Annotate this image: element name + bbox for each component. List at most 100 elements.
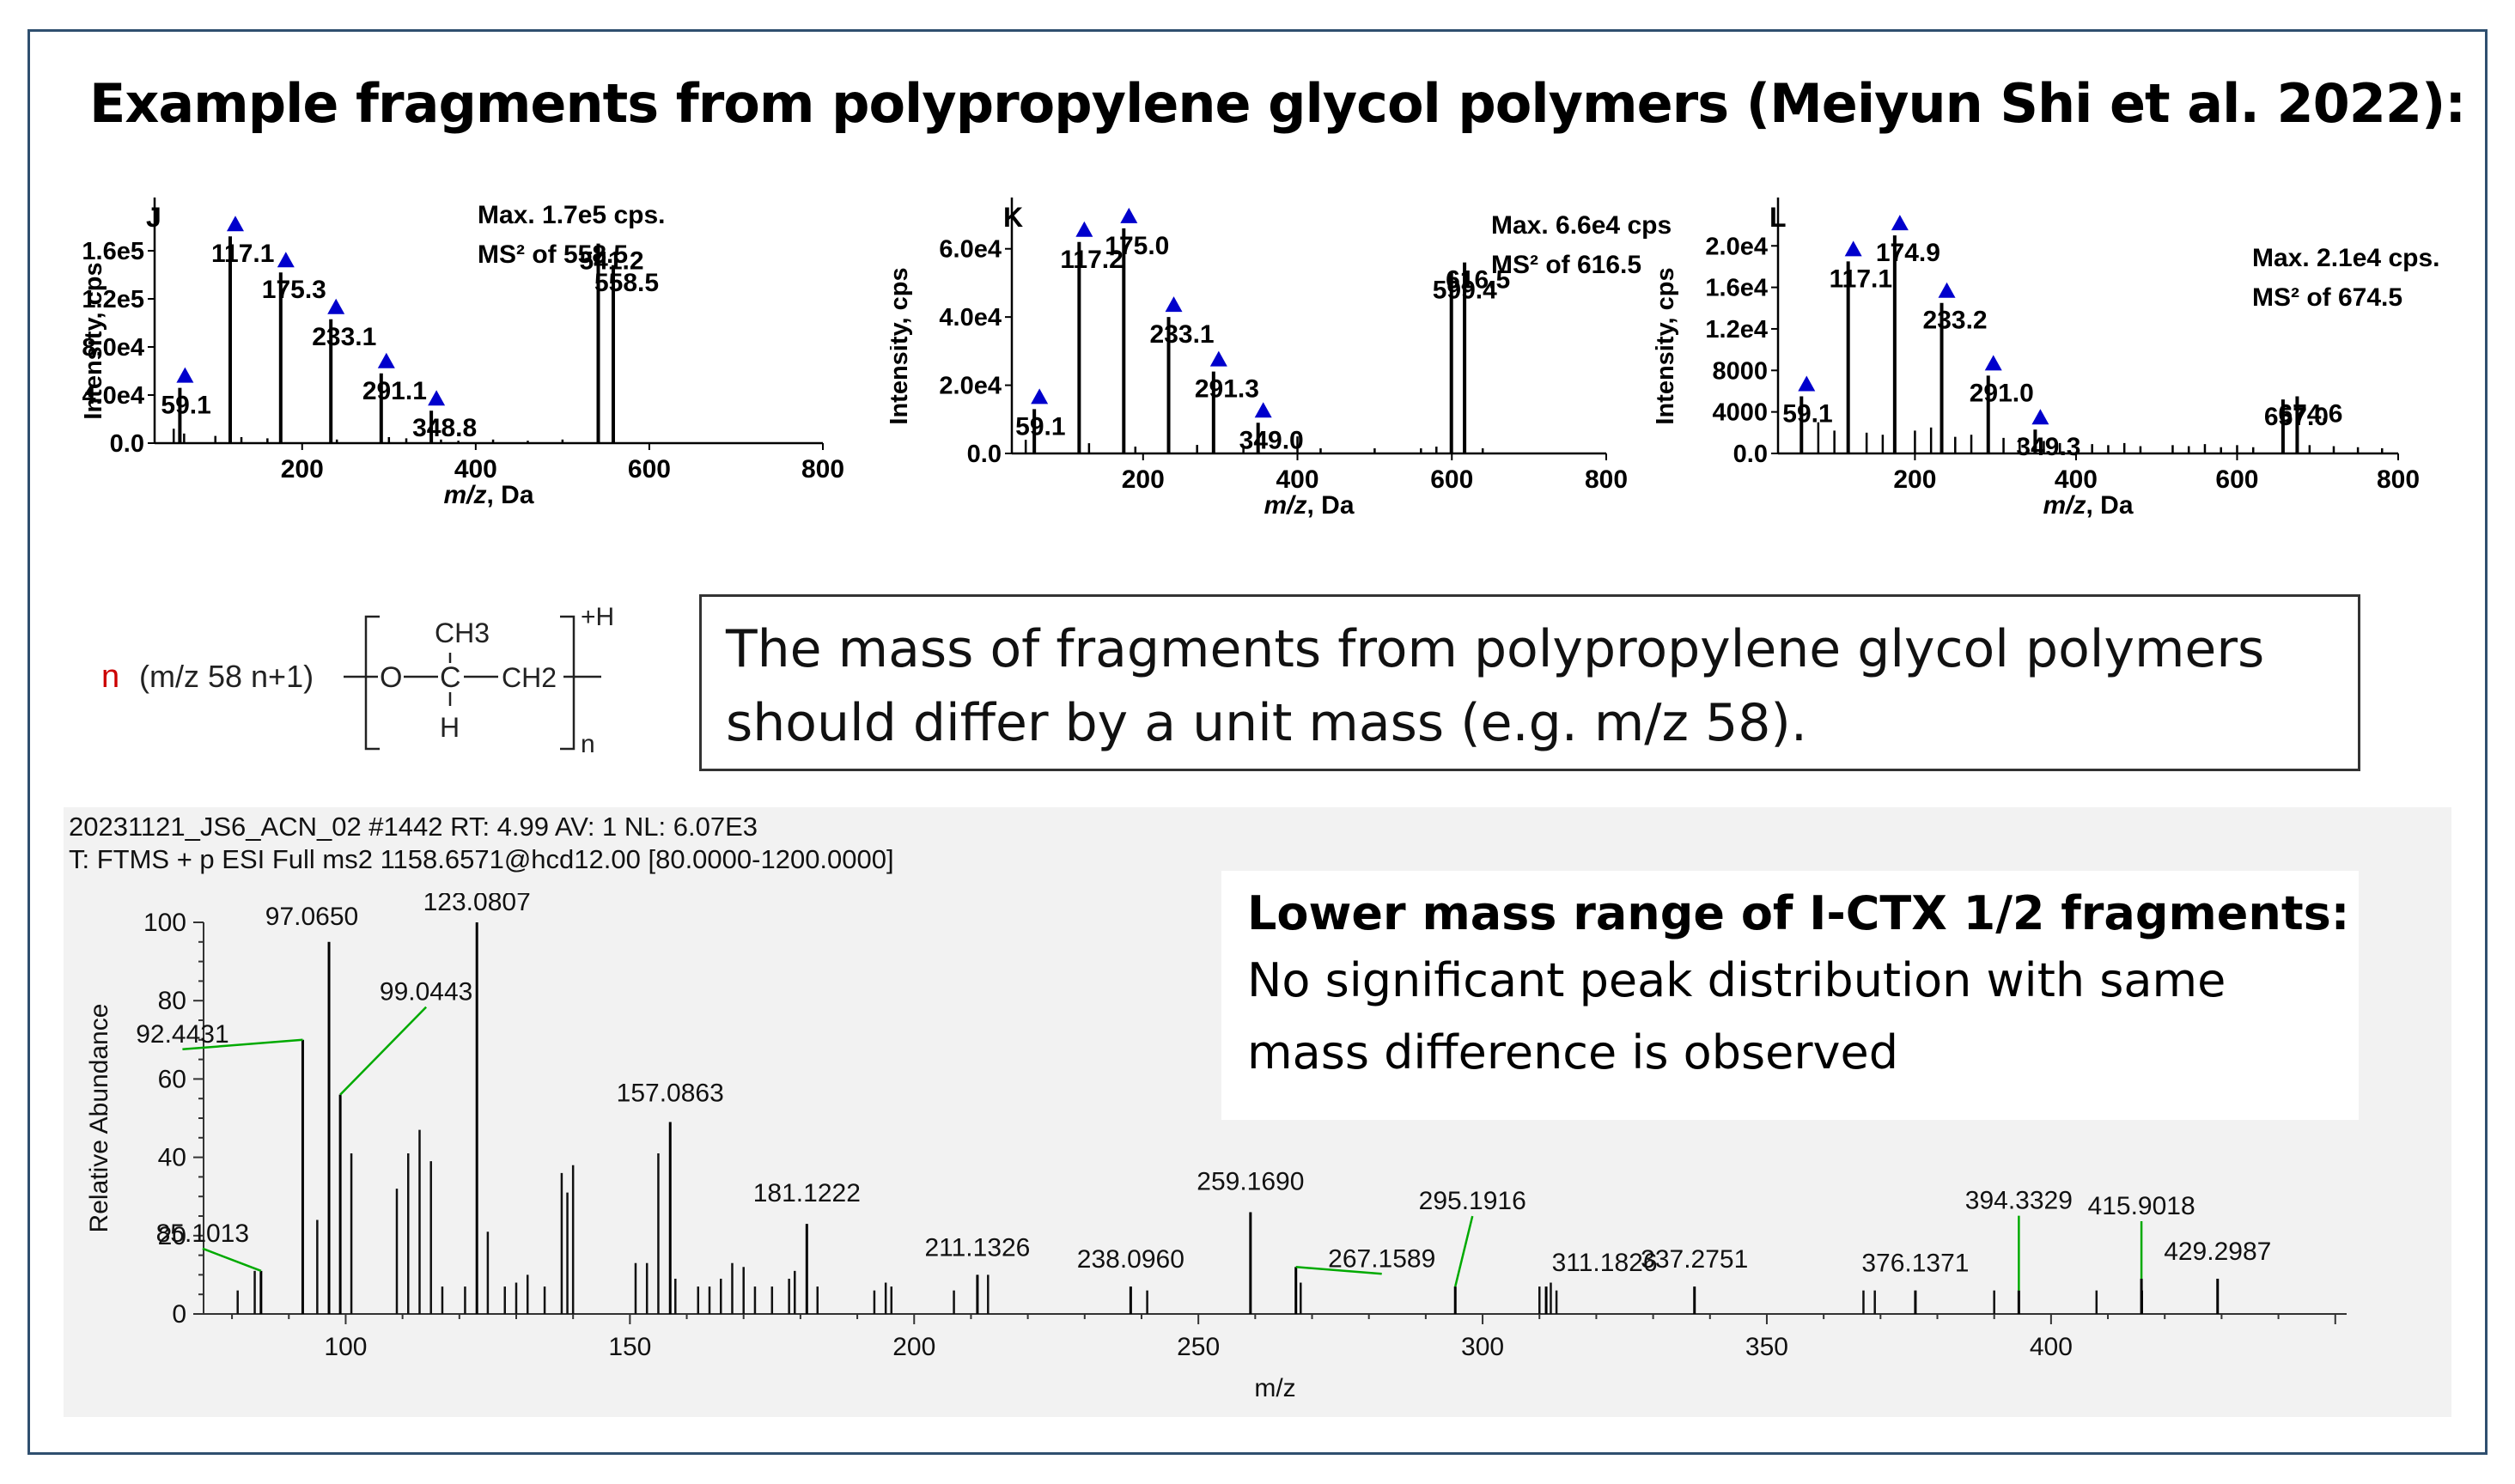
fragment-marker	[176, 367, 194, 383]
peak-label: 92.4431	[136, 1020, 228, 1049]
peak-label: 175.0	[1105, 232, 1169, 260]
y-tick-label: 40	[158, 1144, 186, 1172]
y-axis-label: Intensity, cps	[890, 267, 913, 424]
unit-mass-note: The mass of fragments from polypropylene…	[699, 594, 2360, 771]
max-intensity-note: Max. 1.7e5 cps.	[478, 201, 665, 229]
peak-label: 211.1326	[924, 1233, 1030, 1262]
formula-c: C	[440, 661, 461, 694]
panel-label: L	[1769, 202, 1787, 233]
peak-label: 97.0650	[265, 903, 358, 931]
fragment-marker	[1938, 282, 1956, 298]
peak-label: 59.1	[1015, 412, 1065, 441]
fragment-marker	[1165, 296, 1183, 313]
fragment-marker	[1254, 402, 1272, 418]
fragment-marker	[1844, 240, 1862, 257]
fragment-marker	[1209, 350, 1227, 367]
y-tick-label: 1.2e5	[82, 286, 144, 313]
max-intensity-note: Max. 6.6e4 cps.	[1491, 211, 1672, 240]
peak-label: 123.0807	[423, 893, 531, 916]
panel-label: J	[146, 202, 161, 233]
peak-label: 59.1	[161, 392, 210, 420]
y-tick-label: 8.0e4	[82, 334, 144, 362]
ictx-callout: Lower mass range of I-CTX 1/2 fragments:…	[1221, 871, 2359, 1120]
peak-label: 429.2987	[2164, 1238, 2271, 1266]
peak-label: 291.1	[362, 377, 427, 405]
x-tick-label: 350	[1745, 1333, 1788, 1361]
y-tick-label: 80	[158, 987, 186, 1015]
ppg-spectrum-l: 0.0 4000 8000 1.2e4 1.6e4 2.0e4 200 400 600 800 m/…	[1652, 198, 2439, 520]
peak-label: 59.1	[1782, 400, 1832, 429]
x-tick-label: 400	[2030, 1333, 2073, 1361]
spectrum-header: 20231121_JS6_ACN_02 #1442 RT: 4.99 AV: 1…	[69, 812, 894, 874]
peak-label: 348.8	[412, 414, 477, 442]
y-axis-label: Intensity, cps	[82, 262, 107, 419]
x-axis-label: m/z, Da	[443, 481, 533, 509]
x-tick-label: 400	[454, 455, 497, 484]
formula-ch3: CH3	[435, 617, 490, 648]
ppg-repeat-unit-formula: n (m/z 58 n+1) O C CH3 H CH2 +H n	[101, 603, 614, 758]
y-tick-label: 0.0	[967, 441, 1002, 468]
peak-label: 376.1371	[1861, 1250, 1969, 1278]
peak-label: 117.1	[1830, 265, 1892, 293]
peak-label: 349.0	[1239, 426, 1304, 454]
peak-label: 99.0443	[380, 978, 472, 1007]
peak-label: 233.1	[312, 323, 376, 351]
y-tick-label: 0.0	[110, 430, 144, 458]
fragment-marker	[277, 252, 295, 268]
x-tick-label: 600	[628, 455, 671, 484]
precursor-note: MS² of 616.5	[1491, 251, 1641, 279]
formula-n: n	[101, 659, 119, 695]
x-axis-label: m/z, Da	[2043, 491, 2133, 520]
label-leader-line	[1454, 1215, 1474, 1287]
peak-label: 233.1	[1150, 320, 1215, 349]
x-tick-label: 800	[2377, 465, 2420, 494]
y-tick-label: 8000	[1712, 357, 1768, 385]
fragment-marker	[1031, 388, 1049, 404]
x-tick-label: 200	[1122, 465, 1165, 494]
peak-label: 267.1589	[1328, 1244, 1435, 1273]
fragment-marker	[1798, 375, 1816, 392]
y-tick-label: 20	[158, 1222, 186, 1250]
y-axis-label: Relative Abundance	[85, 1004, 113, 1233]
y-tick-label: 1.6e5	[82, 238, 144, 265]
peak-label: 349.3	[2016, 433, 2080, 461]
y-axis-label: Intensity, cps	[1652, 267, 1679, 424]
peak-label: 259.1690	[1197, 1167, 1304, 1195]
fragment-marker	[428, 390, 446, 406]
formula-subscript-n: n	[581, 730, 595, 758]
fragment-marker	[327, 298, 345, 314]
formula-expression: (m/z 58 n+1)	[139, 659, 314, 694]
peak-label: 238.0960	[1077, 1245, 1184, 1274]
peak-label: 117.1	[211, 240, 274, 268]
peak-label: 674.6	[2278, 400, 2342, 429]
label-leader-line	[1295, 1266, 1382, 1275]
y-tick-label: 4.0e4	[82, 382, 144, 410]
precursor-note: MS² of 558.5	[478, 240, 628, 269]
y-tick-label: 2.0e4	[939, 373, 1002, 400]
x-tick-label: 100	[324, 1333, 367, 1361]
panel-label: K	[1003, 202, 1023, 233]
y-tick-label: 0	[172, 1300, 186, 1329]
peak-label: 117.2	[1060, 246, 1123, 274]
peak-label: 174.9	[1876, 239, 1940, 267]
formula-o: O	[380, 661, 402, 694]
ictx-ms2-spectrum: 0 20 40 60 80 100 100 150 200 250 300 350 400 m/z Rela…	[85, 893, 2347, 1402]
x-tick-label: 800	[1585, 465, 1628, 494]
x-tick-label: 200	[1893, 465, 1936, 494]
label-leader-line	[339, 1006, 428, 1096]
y-tick-label: 100	[143, 909, 186, 937]
callout-body: No significant peak distribution with sa…	[1247, 953, 2226, 1080]
peak-label: 616.5	[1446, 266, 1510, 295]
peak-label: 233.2	[1923, 307, 1988, 335]
x-tick-label: 400	[1276, 465, 1318, 494]
y-tick-label: 4000	[1712, 399, 1768, 427]
peak-label: 291.3	[1195, 375, 1259, 404]
label-leader-line	[202, 1247, 262, 1273]
peak-label: 558.5	[594, 269, 659, 297]
max-intensity-note: Max. 2.1e4 cps.	[2252, 244, 2439, 272]
x-axis-label: m/z	[1254, 1374, 1295, 1402]
peak-label: 337.2751	[1641, 1245, 1748, 1274]
slide-frame	[27, 29, 2488, 1455]
formula-ch2: CH2	[502, 662, 557, 693]
y-tick-label: 1.6e4	[1705, 275, 1768, 302]
